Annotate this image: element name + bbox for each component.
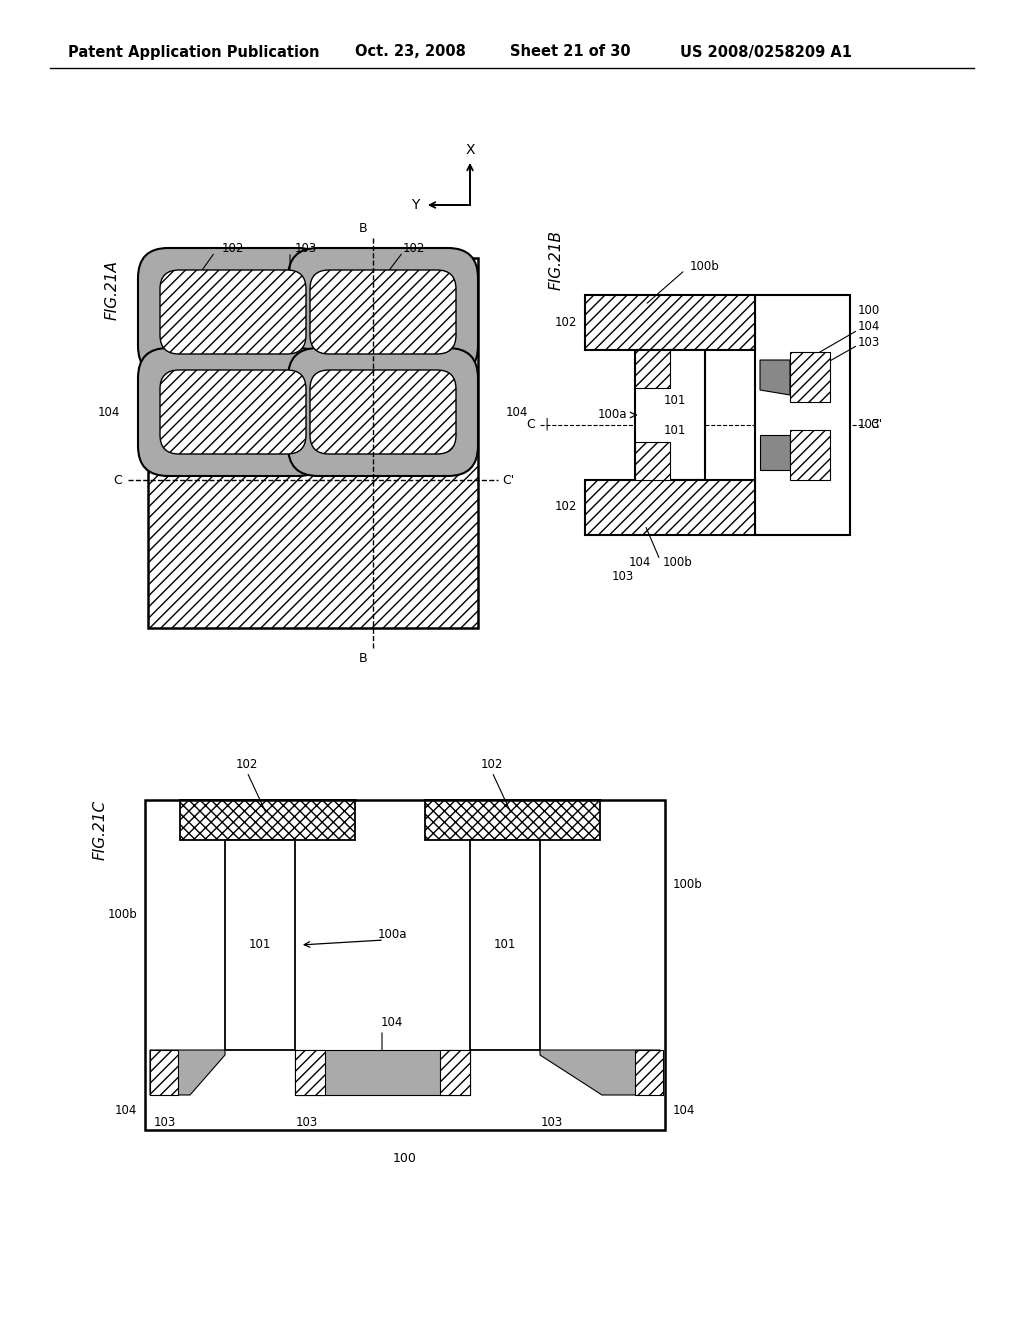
Text: 100b: 100b	[673, 879, 702, 891]
FancyBboxPatch shape	[138, 348, 328, 477]
Text: B: B	[358, 222, 368, 235]
Text: 102: 102	[555, 315, 577, 329]
Polygon shape	[760, 436, 790, 470]
Text: 102: 102	[236, 759, 258, 771]
FancyBboxPatch shape	[160, 370, 306, 454]
Text: US 2008/0258209 A1: US 2008/0258209 A1	[680, 45, 852, 59]
Bar	[790, 430, 830, 480]
Text: FIG.21C: FIG.21C	[92, 800, 108, 861]
Bar	[470, 840, 540, 1049]
Text: 104: 104	[381, 1015, 403, 1028]
Text: B: B	[358, 652, 368, 664]
Bar	[225, 840, 295, 1049]
Text: 103: 103	[858, 418, 881, 432]
Bar	[790, 352, 830, 403]
Text: 102: 102	[481, 759, 503, 771]
Text: 104: 104	[506, 407, 528, 420]
Text: |: |	[545, 417, 549, 430]
Bar	[148, 257, 478, 628]
Text: Sheet 21 of 30: Sheet 21 of 30	[510, 45, 631, 59]
Text: 101: 101	[249, 939, 271, 952]
Text: 103: 103	[541, 1117, 563, 1130]
Bar	[150, 1049, 178, 1096]
Text: 101: 101	[664, 393, 686, 407]
Text: 101: 101	[664, 424, 686, 437]
Text: Y: Y	[411, 198, 419, 213]
FancyBboxPatch shape	[138, 248, 328, 376]
Bar	[180, 800, 355, 840]
FancyBboxPatch shape	[288, 248, 478, 376]
Bar	[585, 480, 755, 535]
Text: 103: 103	[296, 1117, 318, 1130]
Text: 102: 102	[403, 242, 425, 255]
Bar	[635, 350, 670, 388]
Text: 100: 100	[393, 1151, 417, 1164]
Bar	[635, 442, 670, 480]
Text: 104: 104	[858, 321, 881, 334]
Text: 103: 103	[858, 335, 881, 348]
FancyBboxPatch shape	[310, 271, 456, 354]
Text: C: C	[114, 474, 123, 487]
Bar	[585, 294, 755, 350]
Bar	[425, 800, 600, 840]
Polygon shape	[150, 1049, 225, 1096]
Text: 103: 103	[154, 1117, 176, 1130]
Text: 100b: 100b	[690, 260, 720, 273]
Text: 100a: 100a	[597, 408, 627, 421]
Bar	[295, 1049, 325, 1096]
Polygon shape	[760, 360, 790, 395]
Text: 100a: 100a	[377, 928, 407, 941]
Bar	[440, 1049, 470, 1096]
Bar	[295, 1049, 470, 1096]
Text: X: X	[465, 143, 475, 157]
Text: FIG.21A: FIG.21A	[104, 260, 120, 319]
Text: C: C	[526, 418, 535, 432]
Text: 103: 103	[612, 570, 634, 583]
FancyBboxPatch shape	[288, 348, 478, 477]
Text: 100b: 100b	[663, 557, 693, 569]
Text: Patent Application Publication: Patent Application Publication	[68, 45, 319, 59]
FancyBboxPatch shape	[160, 271, 306, 354]
Text: C': C'	[502, 474, 514, 487]
Text: 100b: 100b	[108, 908, 137, 921]
FancyBboxPatch shape	[310, 370, 456, 454]
Text: 100: 100	[858, 304, 881, 317]
Text: 102: 102	[555, 500, 577, 513]
Polygon shape	[540, 1049, 660, 1096]
Bar	[635, 350, 705, 480]
Text: 101: 101	[494, 939, 516, 952]
Bar	[145, 800, 665, 1130]
Text: 103: 103	[295, 242, 317, 255]
Text: 104: 104	[673, 1104, 695, 1117]
Bar	[755, 294, 850, 535]
Text: 102: 102	[222, 242, 245, 255]
Text: FIG.21B: FIG.21B	[549, 230, 563, 290]
Text: 104: 104	[115, 1104, 137, 1117]
Text: 104: 104	[97, 407, 120, 420]
Text: 104: 104	[629, 557, 651, 569]
Text: C': C'	[870, 418, 883, 432]
Bar	[635, 1049, 663, 1096]
Text: Oct. 23, 2008: Oct. 23, 2008	[355, 45, 466, 59]
